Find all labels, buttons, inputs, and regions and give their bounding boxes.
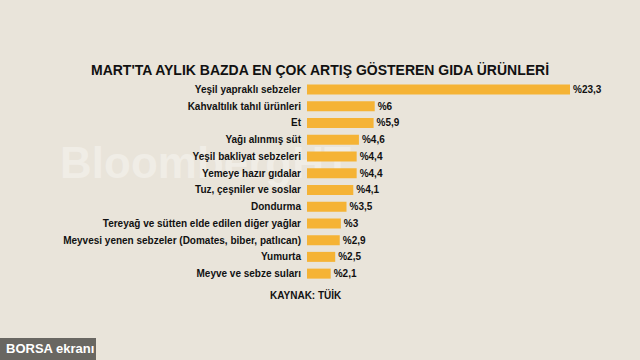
svg-text:%2,1: %2,1: [334, 268, 357, 279]
svg-text:%23,3: %23,3: [573, 84, 602, 95]
svg-text:Dondurma: Dondurma: [251, 201, 301, 212]
svg-text:%4,4: %4,4: [360, 151, 383, 162]
svg-text:%3,5: %3,5: [350, 201, 373, 212]
svg-text:Kahvaltılık tahıl ürünleri: Kahvaltılık tahıl ürünleri: [188, 101, 302, 112]
svg-text:%4,4: %4,4: [360, 168, 383, 179]
svg-text:%2,5: %2,5: [338, 251, 361, 262]
svg-text:Et: Et: [291, 117, 302, 128]
svg-text:%2,9: %2,9: [343, 235, 366, 246]
svg-text:Yeşil bakliyat sebzeleri: Yeşil bakliyat sebzeleri: [193, 151, 302, 162]
svg-text:Yemeye hazır gıdalar: Yemeye hazır gıdalar: [202, 168, 301, 179]
svg-text:Tereyağ ve sütten elde edilen: Tereyağ ve sütten elde edilen diğer yağl…: [103, 218, 301, 229]
svg-text:Yağı alınmış süt: Yağı alınmış süt: [225, 134, 301, 145]
svg-text:Yumurta: Yumurta: [261, 251, 301, 262]
svg-text:MART'TA AYLIK BAZDA EN ÇOK ART: MART'TA AYLIK BAZDA EN ÇOK ARTIŞ GÖSTERE…: [91, 62, 549, 78]
svg-text:BORSA ekranı: BORSA ekranı: [6, 341, 94, 356]
svg-text:%6: %6: [378, 101, 393, 112]
svg-text:BloombergHT: BloombergHT: [60, 138, 351, 187]
svg-text:Meyve ve sebze suları: Meyve ve sebze suları: [196, 268, 301, 279]
svg-text:%3: %3: [344, 218, 359, 229]
svg-text:%4,1: %4,1: [356, 184, 379, 195]
svg-text:KAYNAK: TÜİK: KAYNAK: TÜİK: [270, 289, 342, 301]
svg-text:Yeşil yapraklı sebzeler: Yeşil yapraklı sebzeler: [195, 84, 301, 95]
svg-text:Meyvesi yenen sebzeler (Domate: Meyvesi yenen sebzeler (Domates, biber, …: [63, 235, 301, 246]
svg-text:Tuz, çeşniler ve soslar: Tuz, çeşniler ve soslar: [195, 184, 301, 195]
svg-text:%5,9: %5,9: [377, 117, 400, 128]
svg-text:%4,6: %4,6: [362, 134, 385, 145]
